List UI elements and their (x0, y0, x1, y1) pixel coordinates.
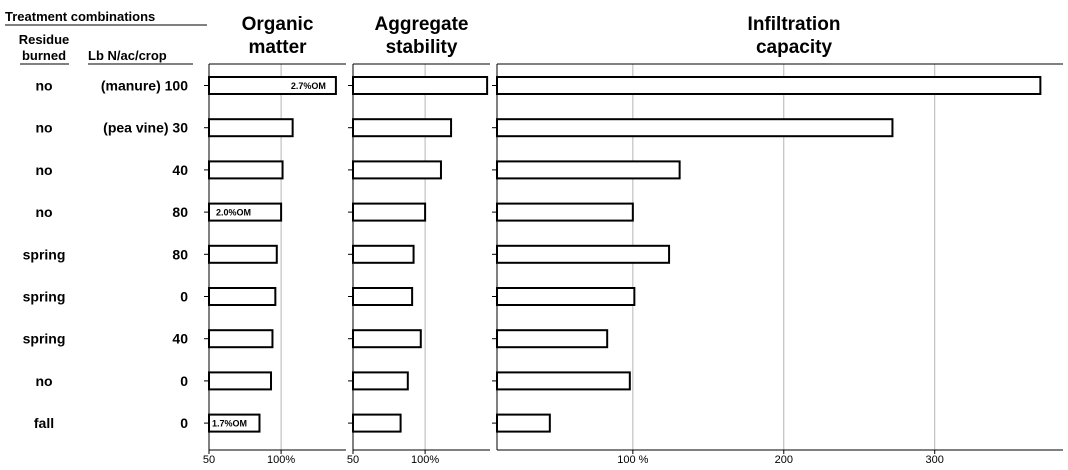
row-residue-label: no (35, 162, 52, 178)
bar (496, 244, 671, 264)
bar (352, 413, 402, 433)
bar (352, 76, 489, 95)
bar (496, 76, 1042, 95)
residue-heading-line2: burned (22, 48, 66, 63)
row-n-rate-label: (pea vine) 30 (103, 120, 188, 136)
row-labels: no (manure) 100 no (pea vine) 30 no 40 no 80 spr… (23, 78, 189, 432)
bar (352, 329, 422, 349)
bar (496, 160, 681, 180)
n-rate-heading: Lb N/ac/crop (88, 48, 167, 63)
bar (352, 244, 415, 264)
row-n-rate-label: 80 (172, 246, 188, 262)
x-tick-label: 200 (775, 454, 793, 465)
row-residue-label: no (35, 204, 52, 220)
x-tick-label: 300 (926, 454, 944, 465)
bar (208, 202, 283, 222)
bar (208, 329, 274, 349)
panel-title-line1: Organic (242, 14, 314, 35)
bar-annotation: 2.0%OM (216, 208, 251, 218)
bar (352, 287, 414, 306)
row-n-rate-label: 0 (180, 289, 188, 305)
row-residue-label: no (35, 373, 52, 389)
row-n-rate-label: 40 (172, 162, 188, 178)
bar (496, 413, 551, 433)
bar (352, 371, 409, 391)
row-n-rate-label: 80 (172, 204, 188, 220)
x-tick-label: 100 % (617, 454, 648, 465)
panel-title-line1: Aggregate (375, 14, 469, 35)
bar (208, 371, 273, 391)
bar (208, 160, 284, 180)
x-tick-label: 100% (267, 454, 295, 465)
row-n-rate-label: (manure) 100 (101, 78, 188, 94)
bar-annotation: 1.7%OM (212, 419, 247, 429)
panel-title-line1: Infiltration (748, 14, 841, 35)
row-residue-label: no (35, 78, 52, 94)
row-n-rate-label: 0 (180, 415, 188, 431)
x-tick-label: 50 (347, 454, 359, 465)
panel-title-line2: capacity (756, 37, 832, 58)
row-residue-label: spring (23, 289, 66, 305)
bar (496, 371, 631, 391)
row-residue-label: no (35, 120, 52, 136)
bar (496, 329, 609, 349)
row-residue-label: fall (34, 415, 54, 431)
row-residue-label: spring (23, 246, 66, 262)
bar (208, 413, 261, 433)
treatment-combinations-heading: Treatment combinations (5, 9, 155, 24)
bar (208, 118, 294, 138)
row-n-rate-label: 40 (172, 331, 188, 347)
bar (496, 118, 894, 138)
panel-title-line2: matter (248, 37, 307, 58)
bar (496, 287, 636, 306)
bar (352, 118, 453, 138)
treatment-header: Treatment combinations Residue burned Lb… (5, 9, 207, 65)
residue-heading-line1: Residue (19, 32, 70, 47)
x-tick-label: 100% (411, 454, 439, 465)
bar-annotation: 2.7%OM (291, 81, 326, 91)
bar (208, 76, 337, 95)
row-n-rate-label: 0 (180, 373, 188, 389)
row-residue-label: spring (23, 331, 66, 347)
bar (208, 244, 278, 264)
bar (208, 287, 277, 306)
bar (496, 202, 634, 222)
bar (352, 160, 442, 180)
x-tick-label: 50 (203, 454, 215, 465)
panel-title-line2: stability (386, 37, 458, 58)
bar (352, 202, 427, 222)
